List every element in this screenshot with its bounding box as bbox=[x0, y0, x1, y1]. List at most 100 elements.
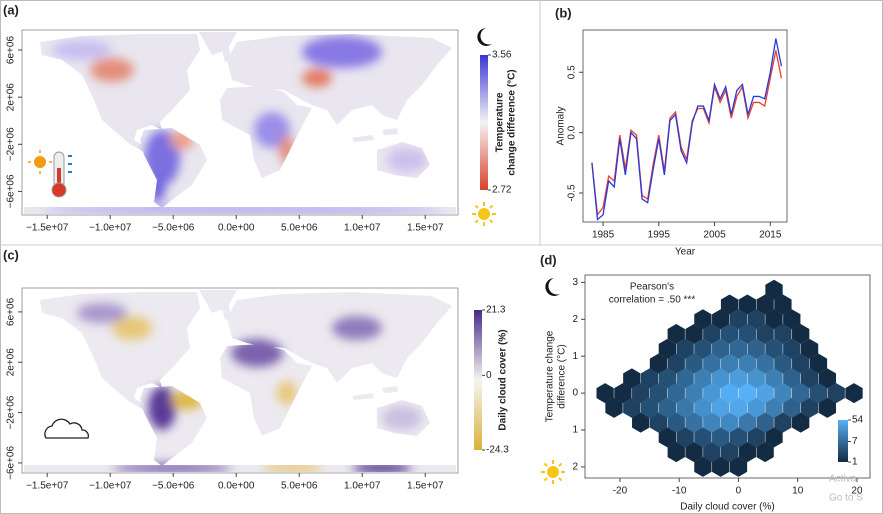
annotation: Pearson's bbox=[630, 282, 674, 293]
x-tick-label: 1.0e+07 bbox=[344, 481, 381, 492]
map-a-art bbox=[24, 32, 456, 214]
hexbin-cell bbox=[685, 412, 703, 433]
hexbin-cell bbox=[783, 397, 801, 418]
hexbin-cell bbox=[649, 353, 668, 374]
y-tick-label: −2e+06 bbox=[6, 395, 17, 429]
line-series bbox=[591, 38, 783, 221]
x-tick-label: 1.5e+07 bbox=[407, 223, 444, 234]
y-tick-label: 6e+06 bbox=[6, 36, 17, 65]
plot-frame bbox=[21, 287, 459, 474]
hexbin-cell bbox=[747, 309, 765, 330]
hexbin-cell bbox=[774, 383, 792, 404]
hexbin-cell bbox=[640, 368, 659, 389]
patch bbox=[277, 381, 297, 405]
hexbin-cell bbox=[792, 383, 810, 404]
small-sun-rays bbox=[28, 150, 52, 174]
hexbin-cell bbox=[694, 397, 712, 418]
sun-icon bbox=[541, 460, 565, 484]
hexbin-cell bbox=[765, 309, 783, 330]
hexbin-cell bbox=[596, 383, 614, 404]
x-tick-label: 5.0e+06 bbox=[281, 223, 318, 234]
colorbar-tick-label: 0 bbox=[486, 370, 492, 381]
y-tick-label: 0.0 bbox=[567, 125, 578, 139]
hexbin-cell bbox=[658, 397, 677, 418]
panel-label: (a) bbox=[3, 2, 19, 17]
hexbin-cell bbox=[605, 397, 623, 418]
y-tick-label: −6e+06 bbox=[6, 174, 17, 208]
hexbin-cell bbox=[765, 368, 783, 389]
patch bbox=[302, 36, 382, 68]
sun-rays bbox=[472, 202, 496, 226]
watermark: Activa bbox=[829, 474, 857, 485]
hexbin-cell bbox=[729, 397, 748, 418]
hexbin-cell bbox=[800, 368, 819, 389]
x-tick-label: 2015 bbox=[759, 230, 782, 241]
hexbin-cell bbox=[712, 368, 730, 389]
hexbin-cell bbox=[756, 294, 774, 315]
hexbin-cell bbox=[667, 442, 685, 463]
x-tick-label: 10 bbox=[792, 486, 804, 497]
patch bbox=[112, 316, 152, 340]
hexbin-cell bbox=[667, 383, 685, 404]
hexbin-cell bbox=[774, 324, 792, 345]
y-tick-label: 6e+06 bbox=[6, 297, 17, 326]
y-tick-label: 2e+06 bbox=[6, 348, 17, 377]
patch bbox=[382, 406, 422, 430]
patch bbox=[52, 40, 112, 60]
hexbin-cell bbox=[676, 338, 694, 359]
hexbin-cell bbox=[827, 383, 845, 404]
x-tick-label: 2005 bbox=[703, 230, 726, 241]
hexbin-cell bbox=[667, 353, 685, 374]
hexbin-cell bbox=[747, 427, 765, 448]
panel-label: (b) bbox=[555, 5, 572, 20]
patch bbox=[144, 130, 180, 186]
hexbin-cell bbox=[676, 427, 694, 448]
hexbin-cell bbox=[792, 353, 810, 374]
hexbin-cell bbox=[800, 397, 819, 418]
hexbin-cell bbox=[774, 353, 792, 374]
hexbin-cell bbox=[703, 324, 721, 345]
hexbin-cell bbox=[694, 309, 712, 330]
patch bbox=[262, 463, 322, 472]
hexbin-cell bbox=[774, 294, 792, 315]
hexbin-cell bbox=[632, 412, 650, 433]
hexbin-cell bbox=[738, 294, 757, 315]
line-series bbox=[591, 50, 783, 217]
hexbin-cell bbox=[756, 442, 774, 463]
hexbin-cell bbox=[614, 383, 632, 404]
moon-icon bbox=[477, 28, 492, 46]
y-tick-label: 2 bbox=[572, 462, 578, 473]
colorbar-title: change difference (°C) bbox=[507, 69, 518, 175]
colorbar-tick-label: 2.72 bbox=[492, 185, 512, 196]
x-tick-label: −1.5e+07 bbox=[26, 481, 69, 492]
x-tick-label: 20 bbox=[851, 486, 863, 497]
x-tick-label: −1.0e+07 bbox=[89, 223, 132, 234]
hexbin-cell bbox=[703, 412, 721, 433]
y-tick-label: 3 bbox=[572, 277, 578, 288]
y-tick-label: 2 bbox=[572, 314, 578, 325]
plot-frame bbox=[21, 29, 459, 216]
colorbar-tick-label: 54 bbox=[852, 415, 864, 426]
colorbar-title: Temperature bbox=[495, 92, 506, 152]
thermo-bulb bbox=[51, 182, 67, 198]
colorbar-tick-label: 3.56 bbox=[492, 50, 512, 61]
hexbin-cell bbox=[685, 324, 703, 345]
hexbin-cell bbox=[765, 279, 783, 300]
x-tick-label: 1995 bbox=[648, 230, 671, 241]
x-tick-label: −5.0e+06 bbox=[152, 223, 195, 234]
hexbin-cell bbox=[720, 442, 739, 463]
hexbin-cell bbox=[756, 353, 774, 374]
sun-icon bbox=[472, 202, 496, 226]
map-c-art bbox=[24, 290, 456, 472]
hexbin-cell bbox=[720, 383, 739, 404]
colorbar bbox=[474, 310, 482, 450]
panel-label: (c) bbox=[3, 247, 19, 262]
hexbin-cell bbox=[729, 368, 748, 389]
y-tick-label: 0.5 bbox=[567, 65, 578, 79]
icons bbox=[28, 28, 565, 484]
y-tick-label: −2e+06 bbox=[6, 127, 17, 161]
hexbin-cell bbox=[649, 383, 668, 404]
hexbin-cell bbox=[756, 324, 774, 345]
y-tick-label: -0.5 bbox=[567, 184, 578, 202]
